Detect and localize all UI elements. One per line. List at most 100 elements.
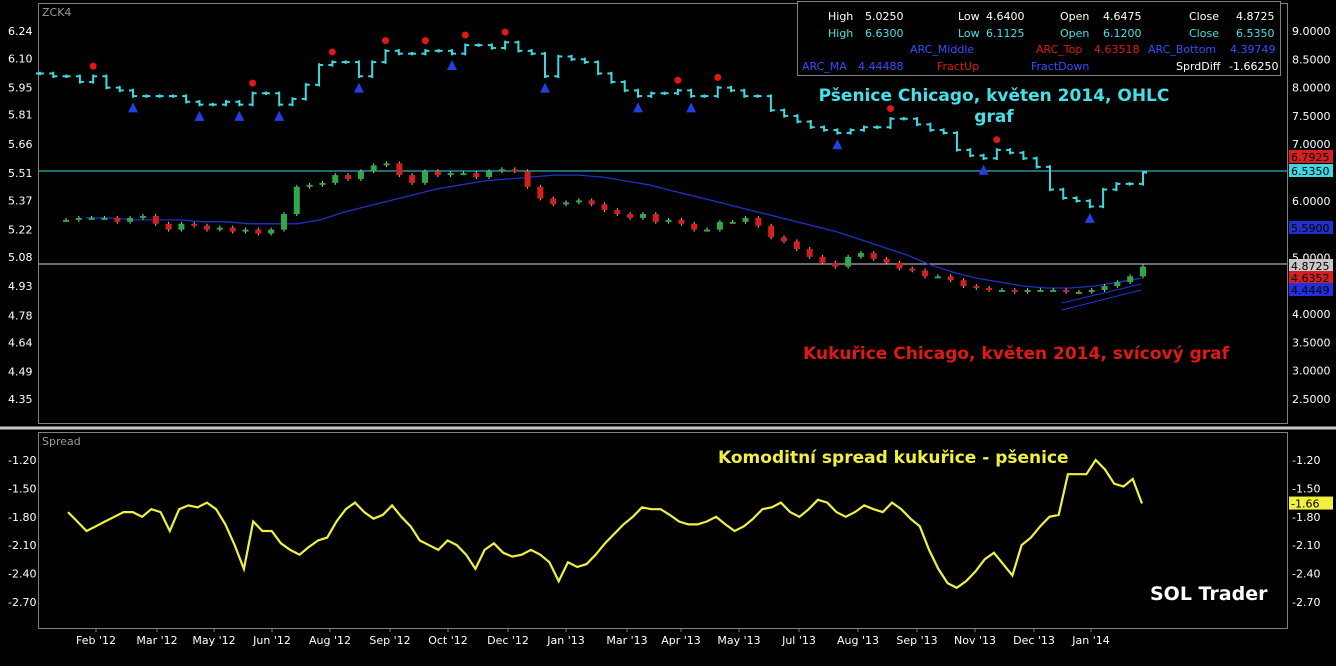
wheat-annotation-line2: graf — [974, 107, 1014, 127]
info-r1-close: 4.8725 — [1236, 10, 1275, 23]
corn-candle-body — [152, 215, 159, 224]
left-tick-label: 4.64 — [8, 337, 33, 350]
corn-candle-body — [832, 262, 839, 267]
price-tag-label: 5.5900 — [1291, 222, 1330, 235]
spread-left-tick-label: -2.70 — [8, 596, 36, 609]
corn-candle-body — [896, 262, 903, 269]
corn-candle-body — [434, 171, 441, 176]
corn-candle-body — [422, 171, 428, 183]
x-tick-label: Nov '13 — [954, 634, 996, 647]
right-tick-label: 8.5000 — [1292, 53, 1331, 66]
fract-down-marker — [234, 110, 245, 121]
spread-right-tick-label: -2.10 — [1292, 539, 1320, 552]
price-tag-label: 4.6352 — [1291, 272, 1330, 285]
corn-candle-body — [845, 256, 852, 267]
corn-candle-body — [1037, 289, 1044, 292]
corn-candle-body — [473, 173, 480, 178]
corn-candle-body — [165, 223, 172, 230]
corn-candle-body — [678, 219, 685, 224]
corn-candle-body — [486, 171, 493, 178]
spread-panel-name: Spread — [42, 435, 81, 448]
right-axis-ticks: 9.00008.50008.00007.50007.00006.50006.00… — [1292, 25, 1331, 406]
info-arc-bottom: 4.39749 — [1230, 43, 1276, 56]
spread-line-group — [67, 458, 1144, 590]
info-r1-high: 5.0250 — [865, 10, 904, 23]
fract-up-marker — [501, 28, 509, 36]
left-tick-label: 5.51 — [8, 167, 33, 180]
x-axis-ticks: Feb '12 Mar '12 May '12 Jun '12 Aug '12 Sep '… — [76, 628, 1110, 647]
brand-label: SOL Trader — [1150, 583, 1268, 605]
spread-left-tick-label: -2.10 — [8, 539, 36, 552]
x-tick-label: Apr '13 — [661, 634, 701, 647]
fract-up-marker — [714, 73, 722, 81]
corn-candle-body — [601, 204, 608, 211]
corn-candle-body — [537, 186, 544, 199]
corn-annotation: Kukuřice Chicago, květen 2014, svícový g… — [803, 344, 1229, 364]
corn-candle-body — [1127, 276, 1134, 283]
left-tick-label: 5.22 — [8, 224, 33, 237]
info-fractdown-label: FractDown — [1031, 60, 1089, 73]
fract-down-marker — [274, 110, 285, 121]
info-r2-close: 6.5350 — [1236, 27, 1275, 40]
fract-up-marker — [249, 79, 257, 87]
fract-up-marker — [887, 105, 895, 113]
x-tick-label: Sep '12 — [369, 634, 410, 647]
price-tag-bg — [1289, 271, 1333, 284]
right-tick-label: 3.0000 — [1292, 365, 1331, 378]
info-arc-middle-label: ARC_Middle — [910, 43, 974, 56]
corn-candle-body — [716, 221, 723, 230]
price-tag-bg — [1289, 150, 1333, 163]
corn-candle-body — [857, 252, 864, 257]
spread-right-tick-label: -2.70 — [1292, 596, 1320, 609]
corn-candle-body — [1101, 286, 1108, 290]
corn-candle-body — [511, 169, 518, 172]
left-axis-ticks: 6.24 6.10 5.95 5.81 5.66 5.51 5.37 5.22 5.08 4.93… — [8, 25, 33, 406]
spread-line — [67, 458, 1144, 590]
price-tag-label: 6.7925 — [1291, 151, 1330, 164]
info-box-bg — [797, 1, 1281, 76]
right-tick-label: 9.0000 — [1292, 25, 1331, 38]
corn-candle-body — [524, 171, 531, 187]
corn-candle-body — [306, 184, 313, 187]
corn-candle-body — [575, 200, 582, 203]
corn-candle-body — [960, 280, 967, 287]
corn-candle-body — [781, 237, 787, 242]
x-tick-label: Aug '13 — [837, 634, 879, 647]
info-r1-open-label: Open — [1060, 10, 1089, 23]
corn-candle-body — [755, 217, 762, 226]
fract-down-marker — [128, 102, 139, 113]
corn-candle-body — [242, 229, 249, 232]
left-tick-label: 4.78 — [8, 309, 33, 322]
left-tick-label: 5.81 — [8, 109, 33, 122]
corn-candle-body — [627, 214, 634, 218]
x-tick-label: May '13 — [717, 634, 760, 647]
info-fractup-label: FractUp — [937, 60, 979, 73]
corn-candle-body — [114, 217, 121, 222]
corn-candle-body — [998, 289, 1005, 292]
corn-candle-body — [934, 276, 941, 279]
corn-candle-body — [357, 171, 364, 179]
info-sprddiff: -1.66250 — [1229, 60, 1278, 73]
corn-candle-body — [447, 173, 454, 176]
x-tick-label: Feb '12 — [76, 634, 116, 647]
corn-candle-body — [806, 249, 813, 257]
arc-ma-line — [86, 174, 1142, 289]
corn-candle-body — [396, 163, 403, 176]
fract-down-marker — [194, 110, 205, 121]
main-panel-name: ZCK4 — [42, 6, 71, 19]
info-r2-open: 6.1200 — [1103, 27, 1142, 40]
x-tick-label: Jan '13 — [546, 634, 584, 647]
left-tick-label: 4.35 — [8, 393, 33, 406]
spread-left-tick-label: -1.50 — [8, 482, 36, 495]
info-r1-high-label: High — [828, 10, 853, 23]
fract-up-marker — [461, 31, 469, 39]
fract-up-marker — [421, 37, 429, 45]
x-tick-label: Oct '12 — [428, 634, 468, 647]
info-sprddiff-label: SprdDiff — [1176, 60, 1221, 73]
corn-candle-body — [293, 186, 300, 215]
fractal-markers — [89, 28, 1095, 223]
corn-candle-body — [550, 198, 557, 205]
spread-annotation: Komoditní spread kukuřice - pšenice — [718, 448, 1069, 468]
